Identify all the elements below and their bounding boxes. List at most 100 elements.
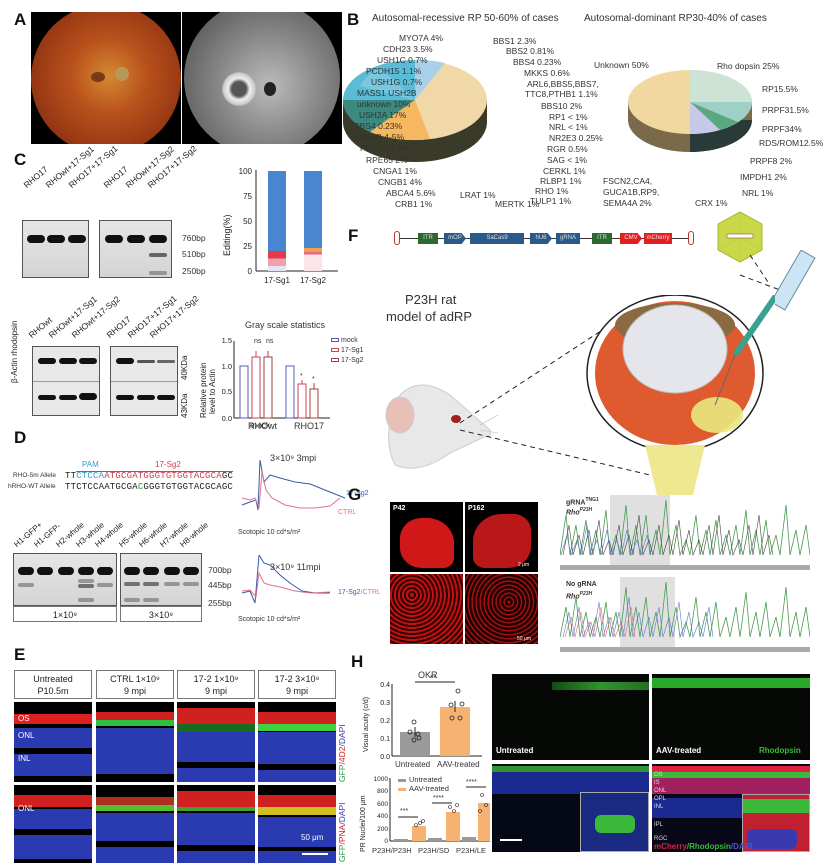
okr-x-tick: Untreated [395,760,431,769]
retina-section-ctrl-4d2 [96,702,174,782]
chromatogram-label: No gRNA [566,581,597,588]
flatmount-p162-zoom: 50 μm [465,574,538,644]
eye-injection-schematic [586,295,781,495]
zoom-lines [459,254,781,476]
retina-section-untreated-pna [14,785,92,863]
recessive-label: SAG < 1% [547,155,587,165]
retina-section-17-2-low-4d2 [177,702,255,782]
bp-marker: 250bp [182,266,206,276]
rat-illustration [385,384,499,469]
erg-trace-11mpi [240,553,370,605]
construct-mop: mOP [444,233,466,244]
recessive-title: Autosomal-recessive RP 50-60% of cases [372,13,559,24]
okr-x-tick: AAV-treated [437,760,480,769]
bp-marker: 510bp [182,249,206,259]
recessive-label: TTC8,PTHB1 1.1% [525,89,598,99]
recessive-label: unknown 10% [357,99,411,109]
t7e1-gel-1 [13,553,117,606]
okr-title: OKR [418,670,438,680]
chromatogram-no-grna: No gRNA RhoP23H [560,577,810,652]
dominant-label: PRPF8 2% [750,156,793,166]
chromatogram-grna: gRNATNG1 RhoP23H [560,495,810,570]
panel-letter-e: E [14,645,26,664]
scotopic-label: Scotopic 10 cd*s/m² [238,529,301,536]
condition-header: 17-2 3×10⁹ 9 mpi [258,670,336,699]
x-tick: 17-Sg1 [264,276,290,285]
layer-label: ONL [18,804,35,813]
scotopic-label: Scotopic 10 cd*s/m² [238,616,301,623]
pr-nuclei-bar-chart: 1000 800 600 400 200 0 [374,776,490,845]
recessive-label: RLBP1 1% [540,176,582,186]
trace-label: 17-Sg2 [346,490,369,497]
recessive-label: USH1C 0.7% [377,55,428,65]
scale-bar-label: 50 μm [301,833,324,842]
recessive-label: RHO 1% [535,186,569,196]
dominant-title: Autosomal-dominant RP30-40% of cases [584,13,767,24]
condition-header: 17-2 1×10⁹ 9 mpi [177,670,255,699]
construct-hu6: hU6 [530,233,552,244]
gray-scale-bar-chart: 1.5 1.0 0.5 0.0 [222,336,330,423]
model-subtitle: model of adRP [386,309,472,324]
construct-itr: ITR [592,233,612,244]
pr-x-tick: P23H/LE [456,846,487,855]
x-tick: mock [250,420,271,430]
recessive-label: BBS4 0.23% [354,121,403,131]
okr-ylabel: Visual acuity (c/d) [363,696,370,752]
recessive-label: TULP1 1% [530,196,572,206]
x-tick-rho17: RHO17 [294,421,325,431]
construct-grna: gRNA [556,233,580,244]
construct-sacas9: SaCas9 [470,233,524,244]
recessive-label: RP1 < 1% [549,112,588,122]
stain-label-4d2: GFP/4D2/DAPI [337,724,347,782]
flatmount-p42-zoom [390,574,463,644]
ns-annotation: ns [254,338,262,345]
recessive-label: BBS10 2% [541,101,583,111]
svg-text:1.0: 1.0 [222,362,232,371]
gray-ylabel: Relative protein [199,362,208,418]
okr-bar-chart: 0.4 0.3 0.2 0.1 0.0 [380,681,482,760]
svg-text:400: 400 [377,813,388,820]
pr-sig: **** [433,795,444,802]
syringe-icon [775,250,816,311]
wt-sequence: TTCTCCAATGCGACGGGTGTGGTACGCAGC [65,482,234,492]
recessive-label: BBS2 0.81% [506,46,555,56]
chromatogram-allele: RhoP23H [566,507,593,517]
gel-lane-label: RHO17 [101,164,130,190]
panel-letter-a: A [14,10,27,29]
retina-section-untreated-4d2 [14,702,92,782]
erg-trace-3mpi [241,460,346,511]
recessive-label: BBS4 0.23% [513,57,562,67]
chromatogram-allele: RhoP23H [566,591,593,601]
panel-letter-g: G [348,485,362,504]
sig-star: * [312,376,315,383]
svg-text:0.4: 0.4 [380,682,390,689]
condition-header: Untreated P10.5m [14,670,92,699]
okr-sig: ** [430,674,437,683]
allele-label: hRHO-WT Allele [8,483,56,490]
panel-letter-d: D [14,428,27,447]
recessive-label: RPE65 2% [366,155,408,165]
recessive-label: PDE6A 3-4% [360,143,410,153]
svg-text:0: 0 [248,267,253,276]
recessive-label: MYO7A 4% [399,33,443,43]
bp-marker: 255bp [208,598,232,608]
layer-label: ONL [18,731,35,740]
gray-title: Gray scale statistics [245,320,326,330]
t7e1-gel-2 [120,553,202,606]
dose-label-box: 1×10⁹ [13,606,117,622]
ns-annotation: ns [266,338,274,345]
svg-text:800: 800 [377,788,388,795]
merge-untreated [492,764,649,852]
editing-stacked-bar-chart: 100 75 50 25 0 17-Sg1 17-Sg2 [239,167,338,285]
dominant-label: PRPF34% [762,124,802,134]
wb-ylabel: β-Actin rhodopsin [10,320,19,383]
svg-text:1.5: 1.5 [222,336,232,345]
pcr-gel-1 [22,220,89,278]
dominant-label: CRX 1% [695,198,728,208]
recessive-label: NR2E3 0.25% [549,133,603,143]
recessive-label: MKKS 0.6% [524,68,570,78]
recessive-label: CDH23 3.5% [383,44,433,54]
recessive-label: ARL6,BBS5,BBS7, [527,79,599,89]
construct-mcherry: mCherry [644,233,672,244]
pr-x-tick: P23H/P23H [372,846,412,855]
